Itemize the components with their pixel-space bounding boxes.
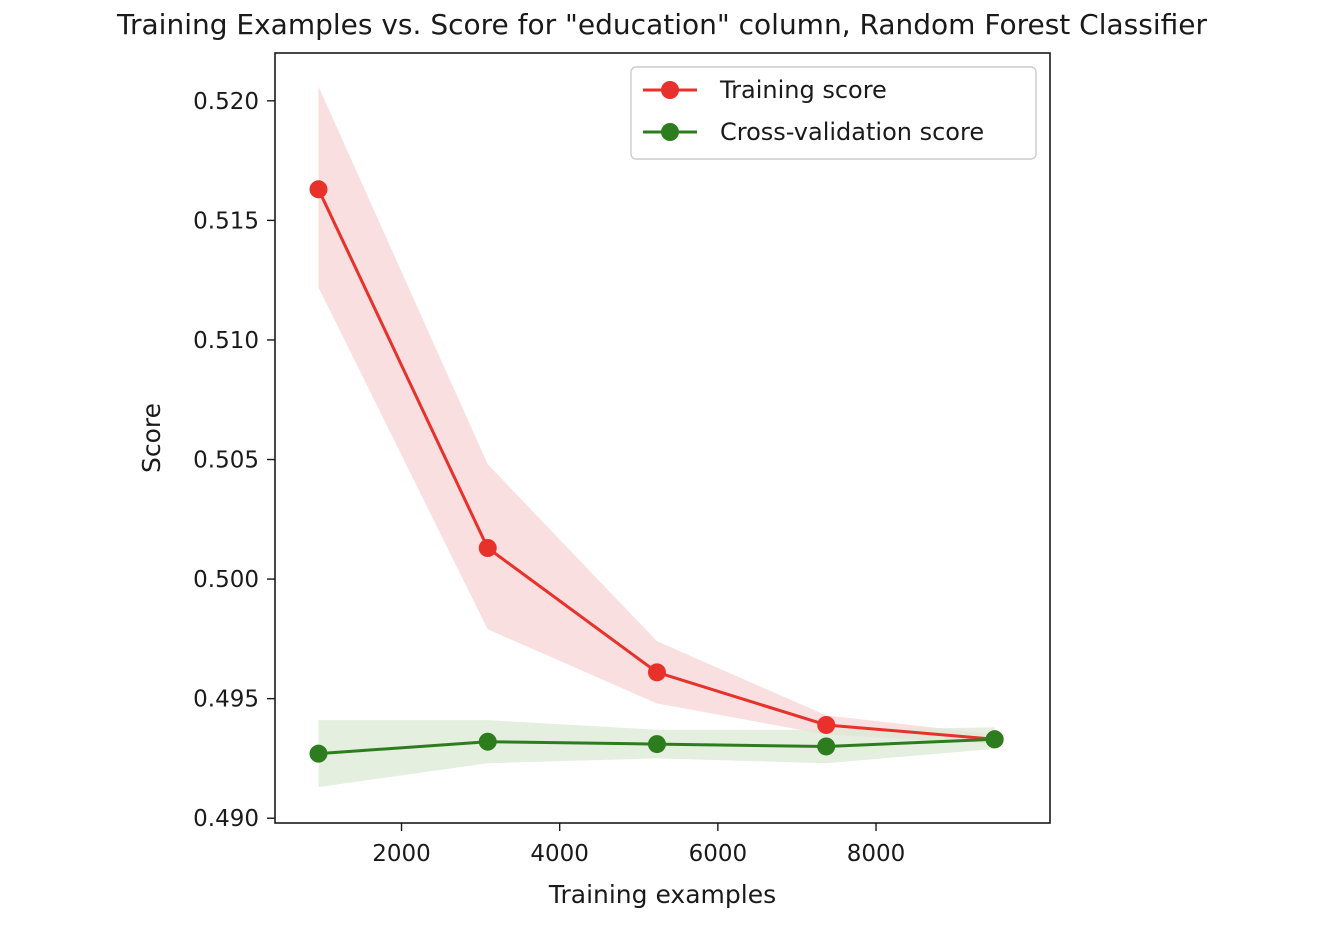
data-point [309, 180, 328, 199]
x-tick-label: 4000 [530, 841, 589, 867]
y-tick-label: 0.490 [193, 806, 259, 832]
x-axis-label: Training examples [548, 880, 776, 909]
data-point [478, 732, 497, 751]
y-tick-label: 0.510 [193, 328, 259, 354]
data-point [309, 744, 328, 763]
axes-frame [274, 52, 1051, 824]
x-axis: 2000 4000 6000 8000 [372, 823, 905, 867]
confidence-band [318, 86, 995, 745]
legend-swatch-marker [661, 81, 679, 99]
legend: Training score Cross-validation score [630, 66, 1037, 160]
y-axis-label: Score [137, 403, 166, 473]
data-point [985, 730, 1004, 749]
chart-title: Training Examples vs. Score for "educati… [116, 8, 1207, 41]
x-tick-label: 2000 [372, 841, 431, 867]
data-point [817, 737, 836, 756]
data-point [647, 663, 666, 682]
y-tick-label: 0.495 [193, 687, 259, 713]
y-tick-label: 0.505 [193, 448, 259, 474]
y-tick-label: 0.520 [193, 89, 259, 115]
x-tick-label: 8000 [847, 841, 906, 867]
legend-box [630, 66, 1037, 160]
x-tick-label: 6000 [689, 841, 748, 867]
y-axis: 0.490 0.495 0.500 0.505 0.510 0.515 0.520 [193, 89, 275, 832]
plot-area [309, 86, 1004, 788]
legend-label: Cross-validation score [720, 118, 984, 146]
data-point [817, 715, 836, 734]
legend-swatch-marker [661, 123, 679, 141]
y-tick-label: 0.515 [193, 208, 259, 234]
data-point [647, 735, 666, 754]
data-point [478, 539, 497, 557]
y-tick-label: 0.500 [193, 567, 259, 593]
legend-label: Training score [719, 76, 887, 104]
